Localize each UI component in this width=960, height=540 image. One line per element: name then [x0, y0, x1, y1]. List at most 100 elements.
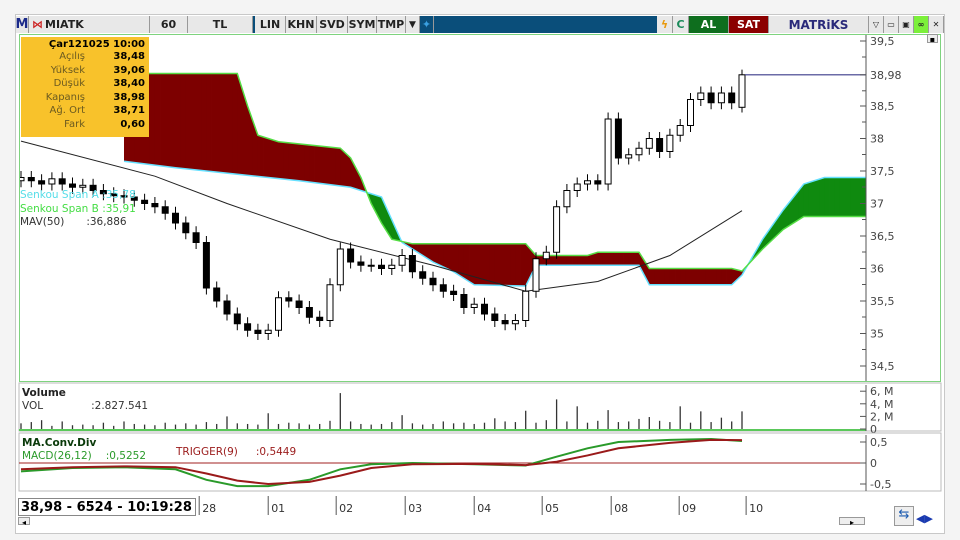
ichimoku-cloud-segment [391, 219, 398, 241]
candle-body [687, 99, 694, 126]
candle-body [27, 177, 35, 182]
senkou-span-a-legend: Senkou Span A :35,78 [20, 189, 136, 201]
span-a-label: Senkou Span A [20, 189, 99, 201]
candle-body [48, 178, 56, 185]
ichimoku-cloud-segment [623, 252, 630, 266]
refresh-icon[interactable]: C [673, 16, 689, 33]
candle-body [264, 329, 272, 334]
ichimoku-cloud-segment [520, 243, 527, 287]
link-icon[interactable]: ∞ [914, 16, 929, 33]
ichimoku-cloud-segment [165, 73, 171, 168]
senkou-span-b-line [124, 72, 866, 272]
ichimoku-cloud-segment [845, 177, 851, 217]
price-tick-label: 34,5 [870, 360, 895, 373]
candle-body [532, 258, 540, 292]
ichimoku-cloud-segment [154, 73, 161, 166]
dropdown-icon[interactable]: ▼ [406, 16, 420, 33]
ichimoku-cloud-segment [232, 73, 238, 175]
candle-body [275, 297, 282, 331]
twitter-icon[interactable]: ✦ [420, 16, 434, 33]
macd-tick-label: 0 [870, 457, 877, 470]
candle-body [419, 271, 427, 279]
candle-body [130, 196, 138, 201]
ichimoku-cloud-segment [314, 145, 321, 184]
candle-body [594, 180, 602, 185]
info-date: Çar121025 10:00 [48, 39, 145, 50]
price-panel[interactable] [19, 34, 941, 382]
ichimoku-cloud-segment [247, 106, 254, 176]
ichimoku-cloud-segment [170, 73, 176, 168]
period-selector[interactable]: 60 [150, 16, 188, 33]
candle-body [316, 316, 324, 321]
candle-body [470, 303, 478, 308]
ichimoku-cloud-segment [808, 180, 815, 217]
ichimoku-cloud-segment [649, 268, 655, 285]
ohlc-info-box: Çar121025 10:00 Açılış 38,48 Yüksek 39,06 Dü… [21, 37, 149, 137]
panel-options-icon[interactable]: ▪ [927, 34, 938, 44]
ichimoku-cloud-segment [340, 148, 346, 187]
info-row: Kapanış 38,98 [25, 91, 145, 105]
ichimoku-cloud-segment [839, 177, 846, 217]
candle-body [542, 251, 550, 260]
price-tick-label: 38,5 [870, 100, 895, 113]
buy-button[interactable]: AL [689, 16, 729, 33]
span-a-value: :35,78 [102, 189, 136, 201]
ichimoku-cloud-segment [299, 143, 305, 182]
ichimoku-cloud-segment [566, 255, 573, 266]
info-row: Düşük 38,40 [25, 77, 145, 91]
sync-icon[interactable]: ⇆ [894, 506, 914, 526]
info-value: 38,40 [113, 78, 145, 89]
macd-tick-label: 0,5 [870, 436, 888, 449]
candle-body [604, 118, 612, 185]
collapse-icon[interactable]: ▽ [869, 16, 884, 33]
ichimoku-cloud-segment [221, 73, 228, 174]
candle-body [202, 242, 210, 289]
ichimoku-cloud-segment [474, 243, 480, 285]
price-tick-label: 35 [870, 328, 884, 341]
chart-canvas[interactable]: 39,5 38,98 38,5 38 37,5 37 36,5 36 35,5 35 34,5 6, … [16, 15, 946, 535]
tmp-button[interactable]: TMP [377, 16, 406, 33]
minimize-icon[interactable]: ▭ [884, 16, 899, 33]
info-value: 38,48 [113, 51, 145, 62]
ichimoku-cloud-segment [237, 73, 243, 175]
candle-body [676, 125, 684, 136]
ichimoku-cloud-segment [551, 255, 557, 266]
close-icon[interactable]: ✕ [929, 16, 944, 33]
ichimoku-cloud-segment [819, 177, 825, 217]
ichimoku-cloud-segment [757, 239, 763, 255]
candle-body [728, 92, 736, 104]
brand-logo: MATRiKS [769, 16, 869, 33]
ichimoku-cloud-segment [185, 73, 192, 170]
ichimoku-cloud-segment [257, 135, 264, 177]
maximize-icon[interactable]: ▣ [899, 16, 914, 33]
lin-button[interactable]: LIN [255, 16, 286, 33]
khn-button[interactable]: KHN [286, 16, 317, 33]
mav-label: MAV(50) [20, 216, 65, 228]
ichimoku-cloud-segment [149, 73, 156, 166]
currency-selector[interactable]: TL [188, 16, 253, 33]
ichimoku-cloud-segment [216, 73, 223, 173]
nav-arrows-icon[interactable]: ◀▶ [916, 512, 933, 525]
scroll-left-button[interactable]: ◂ [18, 517, 30, 527]
ichimoku-cloud-segment [618, 252, 624, 266]
ichimoku-cloud-segment [376, 195, 382, 223]
ichimoku-cloud-segment [206, 73, 212, 172]
candle-body [614, 118, 622, 159]
candle-body [79, 184, 87, 188]
ichimoku-cloud-segment [324, 146, 331, 185]
svd-button[interactable]: SVD [317, 16, 348, 33]
ichimoku-cloud-segment [515, 243, 521, 286]
ichimoku-cloud-segment [479, 243, 485, 286]
lightning-icon[interactable]: ϟ [657, 16, 673, 33]
sym-button[interactable]: SYM [348, 16, 377, 33]
info-key: Açılış [59, 51, 85, 62]
ichimoku-cloud-segment [180, 73, 187, 169]
info-row: Açılış 38,48 [25, 50, 145, 64]
ichimoku-cloud-segment [227, 73, 233, 174]
symbol-field[interactable]: ⋈ MIATK [29, 16, 150, 33]
candle-body [172, 212, 179, 224]
ichimoku-cloud-segment [427, 243, 434, 262]
scroll-right-button[interactable]: ▸ [839, 517, 865, 527]
ichimoku-cloud-segment [721, 268, 727, 285]
sell-button[interactable]: SAT [729, 16, 769, 33]
